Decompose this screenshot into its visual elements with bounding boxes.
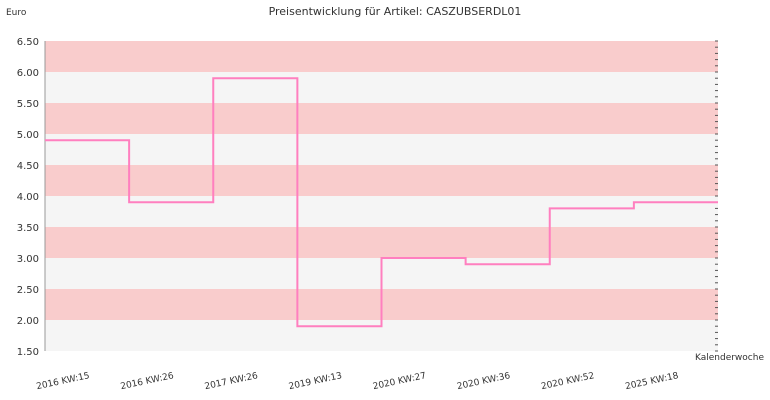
x-axis-label: Kalenderwoche bbox=[695, 353, 764, 363]
x-tick-label: 2019 KW:13 bbox=[288, 371, 343, 392]
y-tick-label: 4.50 bbox=[17, 161, 39, 172]
chart-title: Preisentwicklung für Artikel: CASZUBSERD… bbox=[269, 5, 522, 18]
x-tick-label: 2020 KW:52 bbox=[540, 371, 595, 392]
x-tick-label: 2016 KW:15 bbox=[36, 371, 91, 392]
y-tick-label: 3.00 bbox=[17, 254, 39, 265]
grid-band bbox=[45, 134, 718, 165]
y-tick-label: 5.00 bbox=[17, 130, 39, 141]
y-tick-label: 6.00 bbox=[17, 68, 39, 79]
x-tick-label: 2020 KW:27 bbox=[372, 371, 427, 392]
grid-band bbox=[45, 72, 718, 103]
grid-band bbox=[45, 196, 718, 227]
y-tick-label: 4.00 bbox=[17, 192, 39, 203]
x-tick-label: 2017 KW:26 bbox=[204, 371, 259, 392]
grid-band bbox=[45, 41, 718, 72]
x-tick-label: 2025 KW:18 bbox=[624, 371, 679, 392]
axes bbox=[44, 40, 718, 352]
grid-band bbox=[45, 227, 718, 258]
y-tick-label: 3.50 bbox=[17, 223, 39, 234]
y-tick-label: 2.00 bbox=[17, 316, 39, 327]
series-layer bbox=[44, 77, 719, 328]
x-tick-labels: 2016 KW:15 2016 KW:26 2017 KW:26 2019 KW:13… bbox=[36, 371, 680, 392]
y-tick-label: 5.50 bbox=[17, 99, 39, 110]
background-bands bbox=[45, 41, 718, 351]
grid-band bbox=[45, 165, 718, 196]
price-step-line bbox=[45, 77, 718, 328]
y-axis-label: Euro bbox=[6, 8, 27, 18]
y-tick-labels: 1.50 2.00 2.50 3.00 3.50 4.00 4.50 5.00 5.50 6.00… bbox=[17, 37, 39, 358]
grid-band bbox=[45, 103, 718, 134]
y-tick-label: 6.50 bbox=[17, 37, 39, 48]
y-tick-label: 1.50 bbox=[17, 347, 39, 358]
x-tick-label: 2016 KW:26 bbox=[120, 371, 175, 392]
y-tick-label: 2.50 bbox=[17, 285, 39, 296]
x-tick-label: 2020 KW:36 bbox=[456, 371, 511, 392]
